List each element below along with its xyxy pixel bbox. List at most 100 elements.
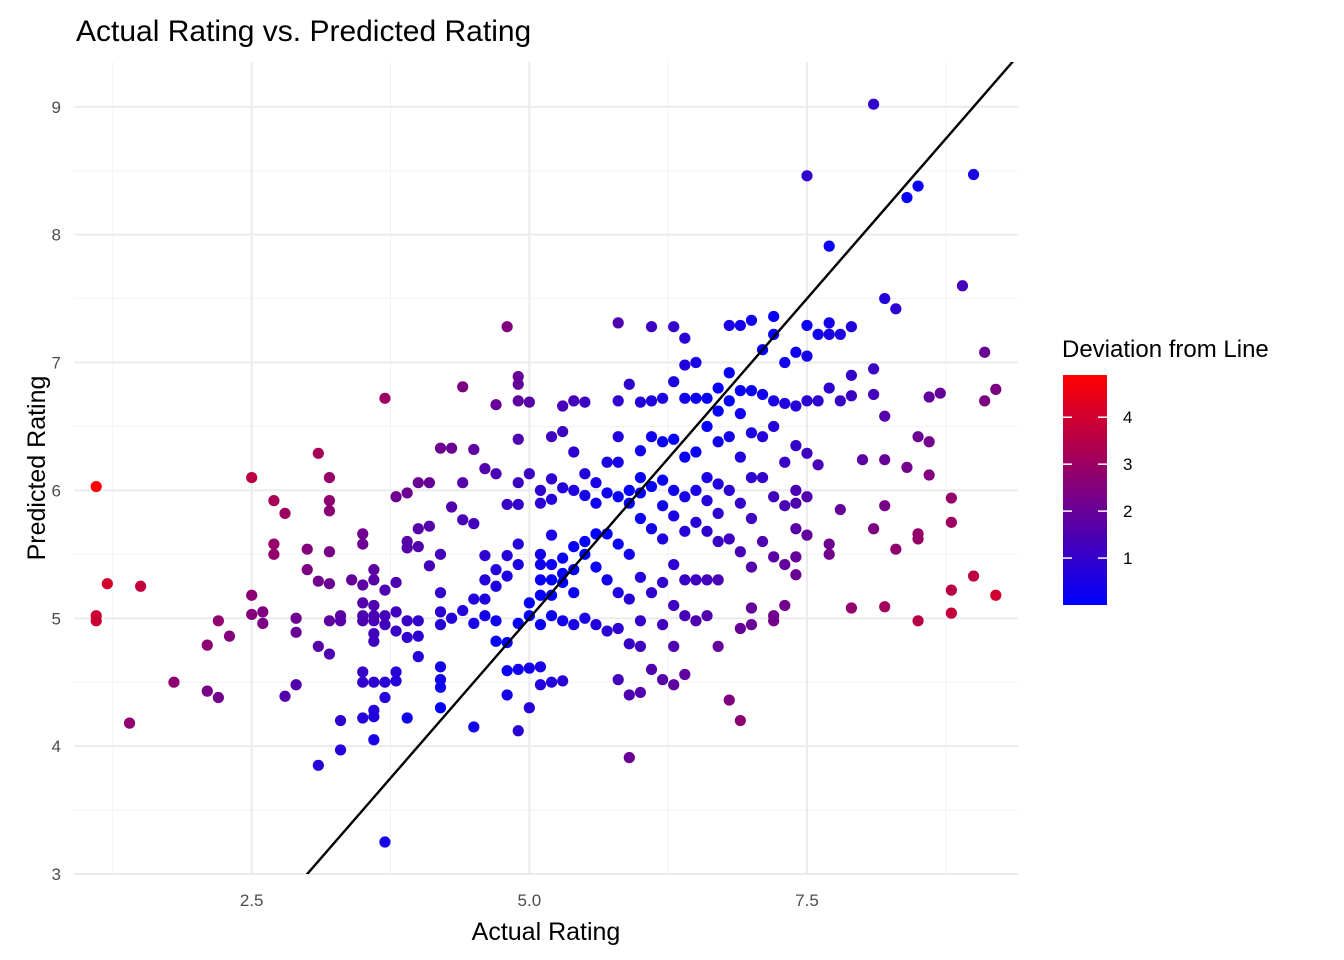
data-point xyxy=(634,615,647,627)
data-point xyxy=(712,405,724,417)
data-point xyxy=(590,497,602,509)
data-point xyxy=(679,451,691,463)
data-point xyxy=(634,640,647,652)
data-point xyxy=(834,503,846,516)
data-point xyxy=(479,574,491,586)
data-point xyxy=(579,489,591,502)
data-point xyxy=(679,491,691,503)
data-point xyxy=(812,328,824,340)
data-point xyxy=(723,694,735,706)
data-point xyxy=(690,446,702,458)
data-point xyxy=(223,630,236,642)
data-point xyxy=(701,420,713,433)
data-point xyxy=(634,686,647,699)
data-point xyxy=(645,321,658,333)
data-point xyxy=(645,431,658,443)
data-point xyxy=(257,617,269,629)
data-point xyxy=(334,714,347,727)
x-tick-label: 2.5 xyxy=(240,891,264,910)
data-point xyxy=(801,447,813,459)
data-point xyxy=(690,574,702,586)
data-point xyxy=(645,587,658,599)
data-point xyxy=(734,408,746,420)
data-point xyxy=(468,593,480,605)
data-point xyxy=(457,514,469,526)
y-tick-label: 9 xyxy=(52,98,61,117)
data-point xyxy=(801,170,813,182)
data-point xyxy=(423,520,435,532)
data-point xyxy=(812,395,824,407)
data-point xyxy=(745,619,758,631)
data-point xyxy=(612,674,624,686)
data-point xyxy=(868,523,880,535)
data-point xyxy=(579,535,591,548)
data-point xyxy=(434,702,447,714)
data-point xyxy=(479,593,491,605)
data-point xyxy=(490,399,502,411)
data-point xyxy=(479,610,491,622)
data-point xyxy=(879,500,891,512)
data-point xyxy=(534,679,547,691)
data-point xyxy=(312,447,324,459)
data-point xyxy=(423,477,435,489)
data-point xyxy=(401,712,413,724)
data-point xyxy=(512,558,524,571)
legend-title: Deviation from Line xyxy=(1062,336,1269,363)
data-point xyxy=(390,576,402,589)
data-point xyxy=(434,661,447,673)
data-point xyxy=(690,615,702,627)
data-point xyxy=(923,436,935,448)
data-point xyxy=(679,359,691,371)
data-point xyxy=(901,191,913,204)
data-point xyxy=(623,484,635,496)
data-point xyxy=(679,525,691,537)
data-point xyxy=(623,378,635,390)
data-point xyxy=(490,580,502,592)
data-point xyxy=(701,610,713,622)
data-point xyxy=(668,599,680,612)
data-point xyxy=(756,535,769,548)
data-point xyxy=(534,619,547,631)
data-point xyxy=(701,495,713,507)
data-point xyxy=(357,538,369,550)
legend-tick-label: 1 xyxy=(1123,549,1132,568)
data-point xyxy=(790,523,802,535)
data-point xyxy=(801,529,813,541)
data-point xyxy=(512,663,524,676)
data-point xyxy=(768,395,780,407)
data-point xyxy=(534,558,547,571)
data-point xyxy=(512,395,524,407)
data-point xyxy=(501,498,513,511)
data-point xyxy=(601,487,613,499)
data-point xyxy=(368,676,380,688)
data-point xyxy=(201,639,213,651)
data-point xyxy=(90,480,102,493)
data-point xyxy=(523,468,535,480)
data-point xyxy=(612,491,624,503)
data-point xyxy=(712,478,724,490)
data-point xyxy=(301,543,313,555)
data-point xyxy=(623,548,635,560)
data-point xyxy=(379,392,391,404)
data-point xyxy=(512,370,524,383)
data-point xyxy=(823,317,835,329)
data-point xyxy=(412,651,424,663)
data-point xyxy=(668,558,680,571)
chart-title: Actual Rating vs. Predicted Rating xyxy=(76,15,531,48)
data-point xyxy=(679,392,691,404)
data-point xyxy=(801,350,813,362)
data-point xyxy=(323,648,336,660)
data-point xyxy=(779,456,791,468)
data-point xyxy=(790,551,802,563)
data-point xyxy=(434,548,447,560)
data-points xyxy=(90,98,1002,848)
data-point xyxy=(657,474,669,486)
data-point xyxy=(357,597,369,609)
data-point xyxy=(590,619,602,631)
data-point xyxy=(701,574,713,586)
data-point xyxy=(601,625,613,637)
data-point xyxy=(401,631,413,644)
data-point xyxy=(557,425,569,438)
data-point xyxy=(401,615,413,627)
